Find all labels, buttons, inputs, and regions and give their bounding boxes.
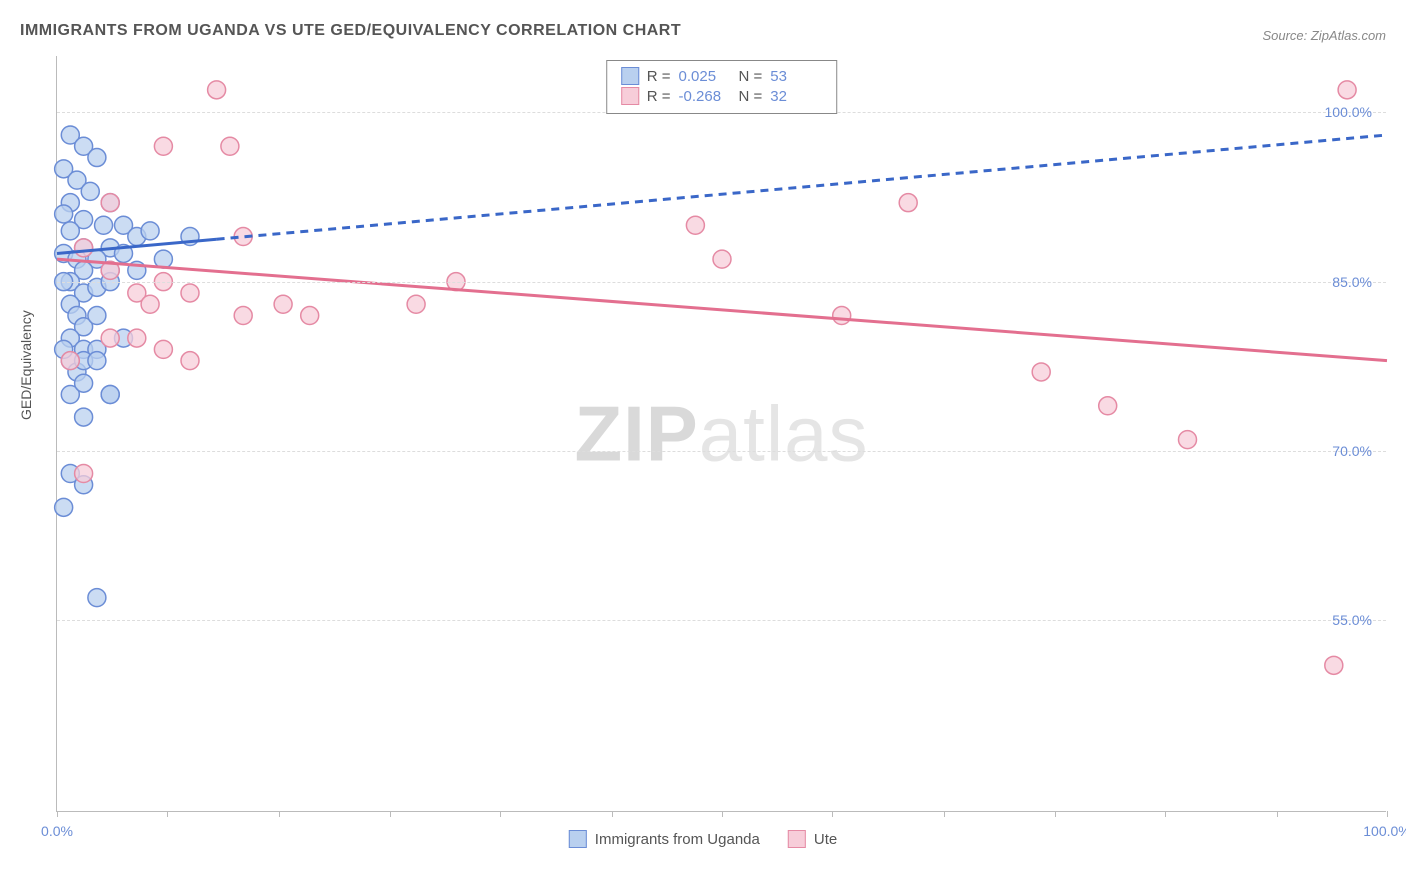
data-point-uganda bbox=[55, 498, 73, 516]
y-tick-label: 70.0% bbox=[1332, 443, 1372, 459]
source-label: Source: ZipAtlas.com bbox=[1262, 28, 1386, 43]
chart-container: IMMIGRANTS FROM UGANDA VS UTE GED/EQUIVA… bbox=[0, 0, 1406, 892]
legend-swatch bbox=[621, 87, 639, 105]
x-tick bbox=[1387, 811, 1388, 817]
data-point-ute bbox=[128, 329, 146, 347]
legend-swatch bbox=[569, 830, 587, 848]
data-point-uganda bbox=[88, 589, 106, 607]
legend-r-value: -0.268 bbox=[679, 88, 731, 105]
data-point-ute bbox=[208, 81, 226, 99]
data-point-uganda bbox=[75, 374, 93, 392]
data-point-ute bbox=[101, 194, 119, 212]
data-point-uganda bbox=[88, 149, 106, 167]
data-point-ute bbox=[833, 307, 851, 325]
data-point-ute bbox=[1099, 397, 1117, 415]
legend-swatch bbox=[621, 67, 639, 85]
x-tick bbox=[1165, 811, 1166, 817]
legend-r-value: 0.025 bbox=[679, 68, 731, 85]
x-tick bbox=[279, 811, 280, 817]
legend-swatch bbox=[788, 830, 806, 848]
data-point-ute bbox=[234, 307, 252, 325]
series-legend-item: Ute bbox=[788, 830, 837, 848]
legend-n-label: N = bbox=[739, 68, 763, 85]
data-point-ute bbox=[154, 137, 172, 155]
data-point-ute bbox=[1325, 656, 1343, 674]
series-legend: Immigrants from Uganda Ute bbox=[569, 830, 837, 848]
data-point-ute bbox=[75, 239, 93, 257]
y-tick-label: 85.0% bbox=[1332, 274, 1372, 290]
chart-svg bbox=[57, 56, 1386, 811]
data-point-ute bbox=[75, 464, 93, 482]
y-tick-label: 100.0% bbox=[1325, 104, 1372, 120]
x-tick bbox=[167, 811, 168, 817]
data-point-uganda bbox=[55, 205, 73, 223]
x-tick bbox=[944, 811, 945, 817]
x-tick bbox=[1277, 811, 1278, 817]
x-tick bbox=[57, 811, 58, 817]
data-point-uganda bbox=[81, 182, 99, 200]
x-tick bbox=[722, 811, 723, 817]
x-tick bbox=[612, 811, 613, 817]
legend-n-value: 53 bbox=[770, 68, 822, 85]
correlation-legend: R = 0.025 N = 53 R = -0.268 N = 32 bbox=[606, 60, 838, 114]
x-tick bbox=[390, 811, 391, 817]
data-point-uganda bbox=[75, 408, 93, 426]
data-point-ute bbox=[301, 307, 319, 325]
chart-title: IMMIGRANTS FROM UGANDA VS UTE GED/EQUIVA… bbox=[20, 22, 681, 40]
data-point-uganda bbox=[141, 222, 159, 240]
legend-n-value: 32 bbox=[770, 88, 822, 105]
data-point-ute bbox=[274, 295, 292, 313]
x-tick bbox=[1055, 811, 1056, 817]
data-point-uganda bbox=[88, 352, 106, 370]
data-point-ute bbox=[899, 194, 917, 212]
series-legend-label: Ute bbox=[814, 831, 837, 848]
data-point-uganda bbox=[101, 386, 119, 404]
data-point-uganda bbox=[95, 216, 113, 234]
y-axis-label: GED/Equivalency bbox=[18, 310, 34, 420]
data-point-ute bbox=[1338, 81, 1356, 99]
data-point-uganda bbox=[61, 222, 79, 240]
data-point-ute bbox=[181, 284, 199, 302]
legend-row: R = -0.268 N = 32 bbox=[621, 87, 823, 105]
data-point-ute bbox=[1032, 363, 1050, 381]
legend-r-label: R = bbox=[647, 88, 671, 105]
x-tick bbox=[832, 811, 833, 817]
data-point-ute bbox=[101, 329, 119, 347]
data-point-ute bbox=[181, 352, 199, 370]
trendline-ute bbox=[57, 259, 1387, 361]
gridline-h bbox=[57, 451, 1386, 452]
data-point-ute bbox=[1179, 431, 1197, 449]
x-tick-label: 100.0% bbox=[1363, 823, 1406, 839]
data-point-ute bbox=[61, 352, 79, 370]
data-point-ute bbox=[221, 137, 239, 155]
gridline-h bbox=[57, 620, 1386, 621]
data-point-ute bbox=[407, 295, 425, 313]
data-point-ute bbox=[686, 216, 704, 234]
legend-row: R = 0.025 N = 53 bbox=[621, 67, 823, 85]
legend-r-label: R = bbox=[647, 68, 671, 85]
series-legend-label: Immigrants from Uganda bbox=[595, 831, 760, 848]
y-tick-label: 55.0% bbox=[1332, 612, 1372, 628]
gridline-h bbox=[57, 282, 1386, 283]
x-tick-label: 0.0% bbox=[41, 823, 73, 839]
data-point-ute bbox=[141, 295, 159, 313]
data-point-uganda bbox=[88, 307, 106, 325]
series-legend-item: Immigrants from Uganda bbox=[569, 830, 760, 848]
legend-n-label: N = bbox=[739, 88, 763, 105]
data-point-ute bbox=[154, 340, 172, 358]
x-tick bbox=[500, 811, 501, 817]
trendline-uganda-dashed bbox=[217, 135, 1387, 239]
data-point-ute bbox=[713, 250, 731, 268]
plot-area: ZIPatlas R =0.025N =53R =-0.268N =32 55.… bbox=[56, 56, 1386, 812]
